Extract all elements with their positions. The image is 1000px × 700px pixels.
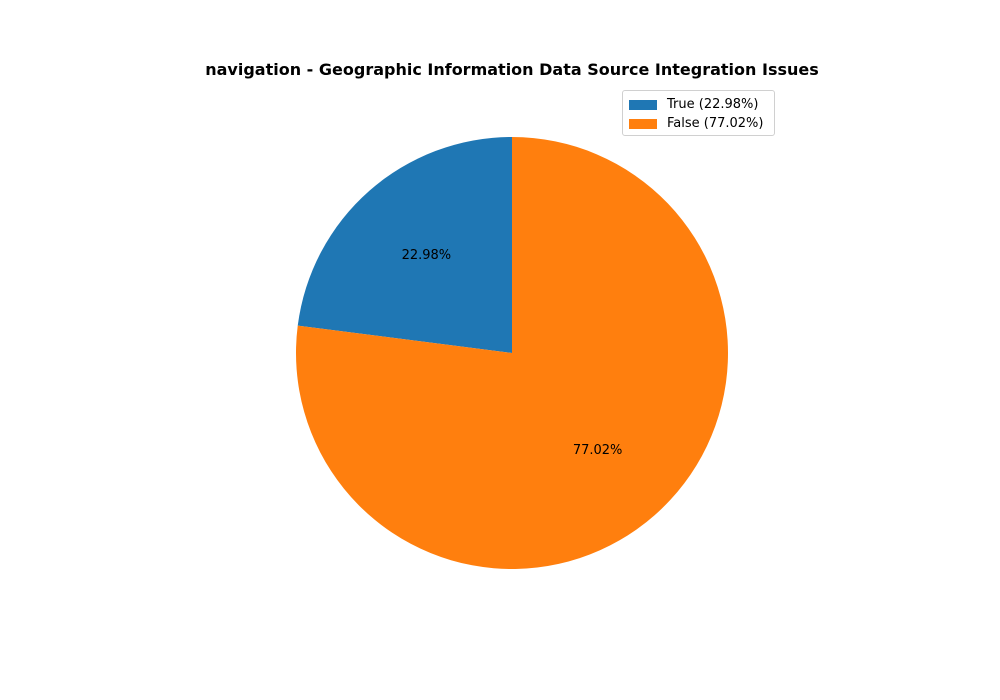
pie-slice-true [297,137,512,353]
legend-swatch-false [629,118,657,129]
chart-title: navigation - Geographic Information Data… [205,60,819,79]
legend: True (22.98%) False (77.02%) [622,90,775,136]
legend-swatch-true [629,99,657,110]
pie-slice-false [296,137,728,569]
legend-item-true: True (22.98%) [629,95,774,114]
slice-label-true: 22.98% [402,248,452,263]
legend-item-false: False (77.02%) [629,114,774,133]
legend-label-true: True (22.98%) [667,97,759,112]
pie-slice-labels: 22.98% 77.02% [402,248,623,458]
slice-label-false: 77.02% [573,443,623,458]
pie-slices [296,137,728,569]
legend-label-false: False (77.02%) [667,116,764,131]
